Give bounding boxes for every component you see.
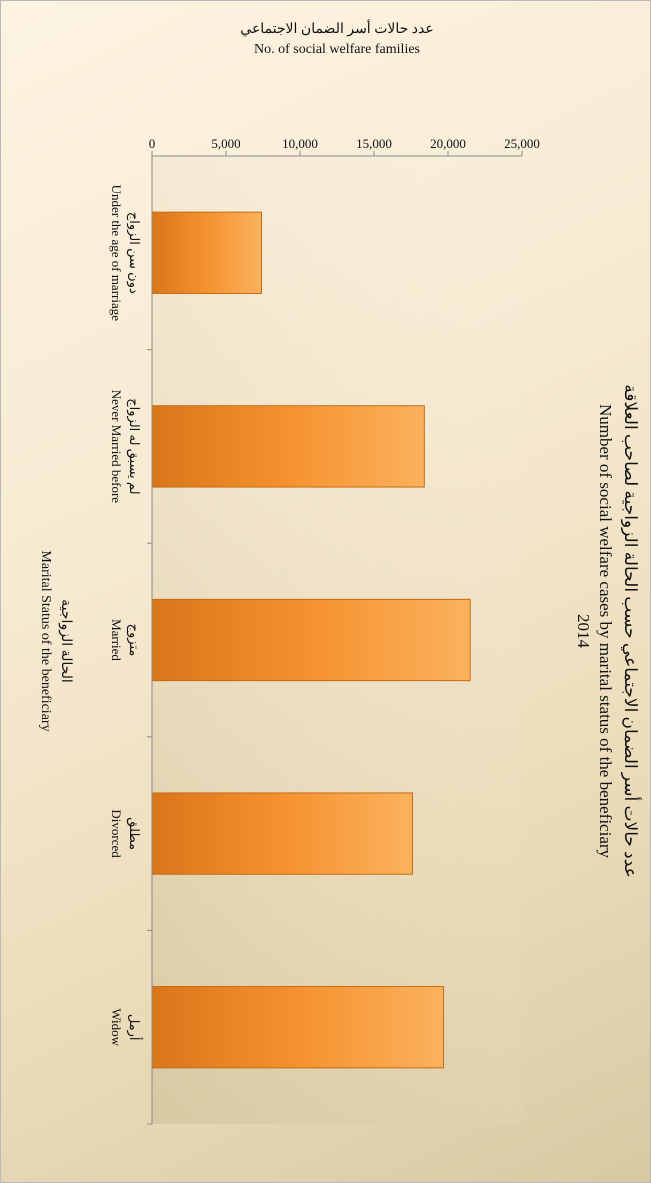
category-label-arabic: متزوج: [126, 624, 142, 657]
category-label: Never Married before: [109, 390, 124, 504]
x-axis-title-english: Marital Status of the beneficiary: [38, 550, 53, 731]
y-axis-ticks: 0 5,000 10,000 15,000 20,000 25,000: [149, 136, 540, 156]
category-label-arabic: أرمل: [126, 1014, 143, 1041]
y-tick-label: 10,000: [282, 136, 318, 151]
category-label: Under the age of marriage: [109, 185, 124, 322]
y-tick-label: 5,000: [211, 136, 240, 151]
bar: [151, 405, 425, 488]
category-label-arabic: مطلق: [126, 817, 142, 850]
axes-lines: [147, 155, 522, 1125]
y-axis-title-english: No. of social welfare families: [254, 42, 420, 57]
y-axis-title-arabic: عدد حالات أسر الضمان الاجتماعي: [240, 18, 433, 37]
chart-title-year: 2014: [574, 614, 593, 649]
x-axis-title: الحالة الزواجية Marital Status of the be…: [38, 550, 73, 731]
y-tick-label: 0: [149, 136, 156, 151]
chart-title-english: Number of social welfare cases by marita…: [596, 404, 615, 859]
y-axis-title: عدد حالات أسر الضمان الاجتماعي No. of so…: [240, 18, 433, 57]
chart-title-arabic: عدد حالات أسر الضمان الاجتماعي حسب الحال…: [620, 384, 642, 878]
bar: [151, 211, 263, 294]
bar: [151, 986, 445, 1069]
x-axis-title-arabic: الحالة الزواجية: [58, 599, 73, 683]
category-label-arabic: لم يسبق له الزواج: [126, 398, 142, 494]
category-label: Widow: [109, 1008, 124, 1046]
bar: [151, 792, 413, 875]
bar: [151, 598, 471, 682]
y-tick-label: 15,000: [356, 136, 392, 151]
bars-group: [151, 211, 471, 1069]
y-tick-label: 20,000: [430, 136, 466, 151]
category-label-arabic: دون سن الزواج: [126, 212, 142, 294]
category-label: Married: [109, 619, 124, 661]
y-tick-label: 25,000: [504, 136, 540, 151]
category-label: Divorced: [109, 809, 124, 858]
